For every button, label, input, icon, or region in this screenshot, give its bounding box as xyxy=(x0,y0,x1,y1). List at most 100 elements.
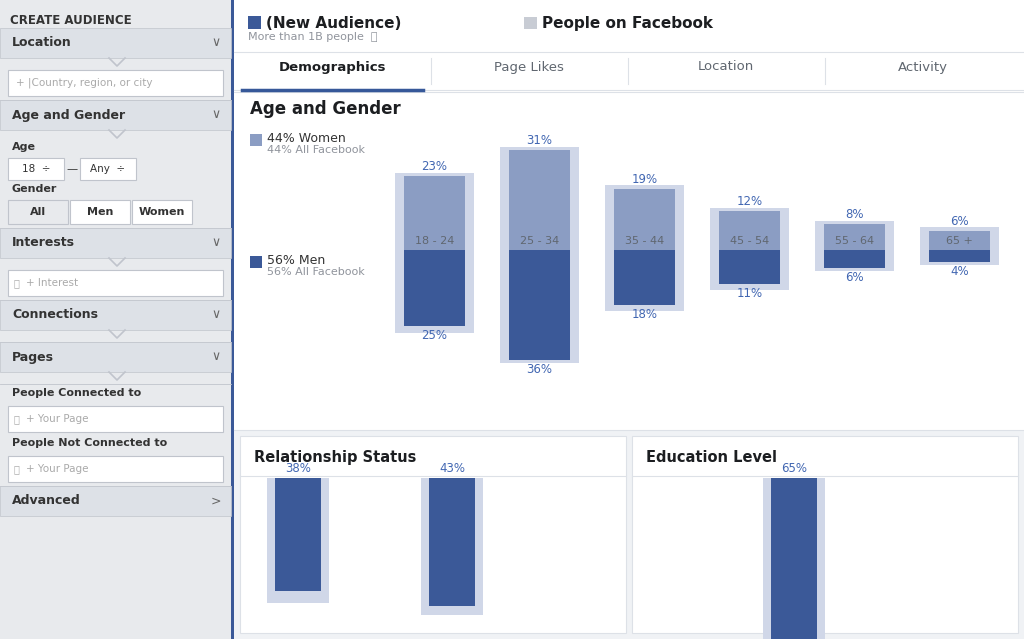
Text: Age and Gender: Age and Gender xyxy=(250,100,400,118)
Bar xyxy=(710,208,788,250)
Text: 🔍: 🔍 xyxy=(14,278,19,288)
Text: Gender: Gender xyxy=(12,184,57,194)
Text: Men: Men xyxy=(87,207,114,217)
Text: ∨: ∨ xyxy=(211,309,220,321)
Text: 🔍: 🔍 xyxy=(14,414,19,424)
Text: + Your Page: + Your Page xyxy=(26,414,88,424)
Text: Location: Location xyxy=(12,36,72,49)
Text: ∨: ∨ xyxy=(211,236,220,249)
Bar xyxy=(248,16,261,29)
Text: + Interest: + Interest xyxy=(26,278,78,288)
Text: 25 - 34: 25 - 34 xyxy=(520,236,559,246)
Bar xyxy=(815,221,894,250)
Bar xyxy=(429,478,475,606)
Bar xyxy=(614,250,675,305)
Bar xyxy=(815,250,894,272)
Bar xyxy=(132,200,193,224)
Text: 65 +: 65 + xyxy=(946,236,973,246)
Text: Interests: Interests xyxy=(12,236,75,249)
Bar xyxy=(404,176,465,250)
Bar xyxy=(921,250,998,265)
Bar xyxy=(395,173,474,250)
Bar xyxy=(824,224,885,250)
Text: 11%: 11% xyxy=(736,287,763,300)
Bar xyxy=(614,189,675,250)
Bar xyxy=(719,212,780,250)
Text: Location: Location xyxy=(698,61,754,73)
Bar xyxy=(234,90,1024,430)
Text: 55 - 64: 55 - 64 xyxy=(835,236,874,246)
Text: ∨: ∨ xyxy=(211,351,220,364)
Text: 56% Men: 56% Men xyxy=(267,254,326,267)
Bar xyxy=(0,300,231,330)
Text: Women: Women xyxy=(139,207,185,217)
Text: Pages: Pages xyxy=(12,351,54,364)
Bar xyxy=(274,478,322,591)
Bar xyxy=(8,406,223,432)
Bar xyxy=(763,478,825,639)
Text: (New Audience): (New Audience) xyxy=(266,16,401,31)
Bar xyxy=(605,185,684,250)
Bar xyxy=(771,478,817,639)
Text: Connections: Connections xyxy=(12,309,98,321)
Text: 44% All Facebook: 44% All Facebook xyxy=(267,145,365,155)
Bar xyxy=(231,0,234,639)
Bar xyxy=(404,250,465,327)
Bar xyxy=(80,158,136,180)
Bar xyxy=(267,478,329,603)
Text: 38%: 38% xyxy=(285,462,311,475)
Bar xyxy=(395,250,474,332)
Bar xyxy=(719,250,780,284)
Bar xyxy=(8,270,223,296)
Text: People Not Connected to: People Not Connected to xyxy=(12,438,167,448)
Text: Any  ÷: Any ÷ xyxy=(90,164,126,174)
Text: 43%: 43% xyxy=(439,462,465,475)
Text: 18 - 24: 18 - 24 xyxy=(415,236,455,246)
Text: 12%: 12% xyxy=(736,196,763,208)
Text: 65%: 65% xyxy=(781,462,807,475)
Bar xyxy=(8,158,63,180)
Text: 23%: 23% xyxy=(422,160,447,173)
Bar xyxy=(824,250,885,268)
Text: Age: Age xyxy=(12,142,36,152)
Bar xyxy=(422,478,483,615)
Text: 56% All Facebook: 56% All Facebook xyxy=(267,267,365,277)
Text: CREATE AUDIENCE: CREATE AUDIENCE xyxy=(10,14,132,27)
Text: 36%: 36% xyxy=(526,363,553,376)
Text: 4%: 4% xyxy=(950,265,969,278)
Text: All: All xyxy=(30,207,46,217)
Bar xyxy=(0,228,231,258)
Text: Relationship Status: Relationship Status xyxy=(254,450,417,465)
Bar xyxy=(929,231,990,250)
Text: 8%: 8% xyxy=(845,208,864,221)
Bar xyxy=(0,486,231,516)
Text: >: > xyxy=(211,495,221,507)
Bar xyxy=(234,0,1024,639)
Bar xyxy=(605,250,684,311)
Text: 6%: 6% xyxy=(845,272,864,284)
Text: Advanced: Advanced xyxy=(12,495,81,507)
Text: + Your Page: + Your Page xyxy=(26,464,88,474)
Text: People on Facebook: People on Facebook xyxy=(542,16,713,31)
Bar xyxy=(0,100,231,130)
Text: Page Likes: Page Likes xyxy=(494,61,564,73)
Text: —: — xyxy=(67,164,78,174)
Bar xyxy=(524,17,537,29)
Text: 25%: 25% xyxy=(422,329,447,343)
Text: 19%: 19% xyxy=(632,173,657,186)
Bar xyxy=(0,28,231,58)
Bar xyxy=(250,134,262,146)
Bar xyxy=(8,456,223,482)
Bar xyxy=(509,250,570,360)
Bar xyxy=(0,342,231,372)
Text: 44% Women: 44% Women xyxy=(267,132,346,145)
Text: + |Country, region, or city: + |Country, region, or city xyxy=(16,78,153,88)
Bar xyxy=(632,436,1018,633)
Bar xyxy=(0,0,234,639)
Bar xyxy=(929,250,990,262)
Bar xyxy=(250,256,262,268)
Text: 18  ÷: 18 ÷ xyxy=(22,164,50,174)
Bar xyxy=(234,430,1024,639)
Bar xyxy=(70,200,130,224)
Bar xyxy=(509,150,570,250)
